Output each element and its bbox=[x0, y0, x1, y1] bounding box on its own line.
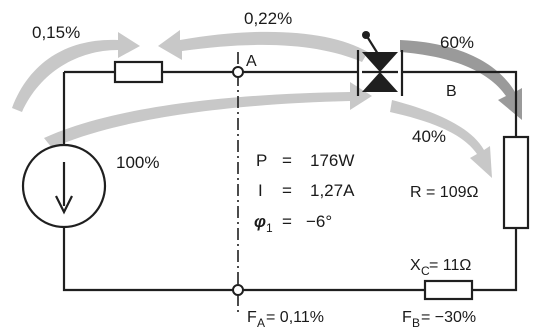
flow-branch-b-label: 60% bbox=[440, 33, 474, 52]
node-a-label: A bbox=[246, 53, 257, 70]
fb-rest: = −30% bbox=[421, 309, 476, 326]
phase-equals: = bbox=[282, 212, 292, 231]
fb-main: F bbox=[402, 309, 412, 326]
power-flow-arrows bbox=[12, 30, 522, 178]
power-symbol: P bbox=[256, 151, 267, 170]
flow-arrow-top-left bbox=[12, 32, 140, 112]
loss-fa-label: F A = 0,11% bbox=[247, 309, 324, 330]
load-resistor-r bbox=[502, 135, 530, 230]
flow-branch-r-label: 40% bbox=[412, 127, 446, 146]
xc-main: X bbox=[410, 257, 421, 274]
power-equals: = bbox=[282, 151, 292, 170]
circuit-wires bbox=[62, 50, 518, 292]
power-value: 176W bbox=[310, 151, 354, 170]
fb-sub: B bbox=[412, 316, 420, 330]
node-bottom bbox=[232, 284, 244, 296]
top-resistor bbox=[113, 60, 164, 84]
current-equals: = bbox=[282, 181, 292, 200]
fa-rest: = 0,11% bbox=[266, 309, 324, 326]
current-value: 1,27A bbox=[310, 181, 355, 200]
flow-arrow-top-center bbox=[158, 30, 368, 62]
phase-symbol: φ bbox=[254, 212, 266, 231]
xc-sub: C bbox=[421, 264, 430, 278]
flow-top-left-label: 0,15% bbox=[32, 23, 80, 42]
phase-value: −6° bbox=[306, 212, 332, 231]
resistance-label: R = 109Ω bbox=[410, 184, 478, 201]
node-b-label: B bbox=[446, 83, 457, 100]
capacitive-reactance-xc bbox=[423, 279, 474, 301]
flow-arrow-branch-b bbox=[400, 40, 522, 120]
loss-fb-label: F B = −30% bbox=[402, 309, 476, 330]
triac-symbol bbox=[362, 31, 398, 92]
xc-rest: = 11Ω bbox=[429, 257, 471, 274]
operating-values: P = 176W I = 1,27A φ 1 = −6° bbox=[254, 151, 355, 235]
flow-arrow-source-main bbox=[44, 82, 372, 148]
current-source bbox=[21, 143, 107, 229]
flow-top-center-label: 0,22% bbox=[244, 9, 292, 28]
phase-subscript: 1 bbox=[266, 221, 273, 235]
flow-source-label: 100% bbox=[116, 153, 159, 172]
node-a bbox=[232, 66, 244, 78]
flow-arrow-branch-r bbox=[390, 100, 492, 178]
fa-main: F bbox=[247, 309, 257, 326]
xc-label: X C = 11Ω bbox=[410, 257, 471, 278]
current-symbol: I bbox=[258, 181, 263, 200]
fa-sub: A bbox=[257, 316, 265, 330]
